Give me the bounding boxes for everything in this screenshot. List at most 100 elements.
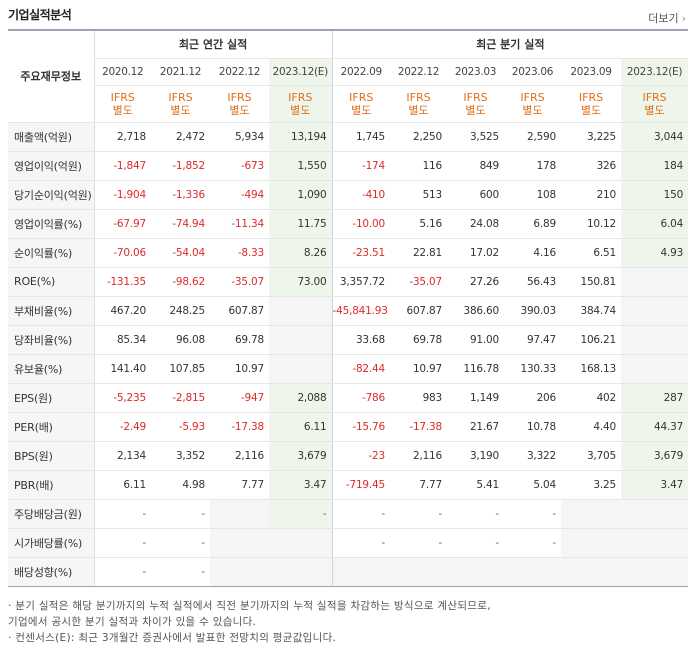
value-cell: 5.04 xyxy=(504,470,562,500)
accounting-standard: IFRS 별도 xyxy=(94,85,151,123)
separate-label: 별도 xyxy=(408,103,429,117)
value-cell: -45,841.93 xyxy=(331,295,391,326)
value-cell xyxy=(331,557,391,587)
period-header: 2023.06 xyxy=(504,58,562,86)
ifrs-label: IFRS xyxy=(406,90,431,104)
value-cell: 56.43 xyxy=(504,267,562,297)
value-cell: - xyxy=(390,499,448,529)
value-cell: 6.51 xyxy=(561,238,622,268)
table-row: BPS(원) 2,134 3,352 2,116 3,679 -23 2,116 3,190 3… xyxy=(8,441,689,471)
value-cell: - xyxy=(94,528,151,558)
value-cell xyxy=(504,557,562,587)
value-cell: -17.38 xyxy=(210,412,269,442)
value-cell: 3.25 xyxy=(561,470,622,500)
period-header: 2020.12 xyxy=(94,58,151,86)
row-label: 당기순이익(억원) xyxy=(8,180,95,210)
value-cell: 206 xyxy=(504,382,562,413)
row-label: EPS(원) xyxy=(8,382,95,413)
period-header: 2022.12 xyxy=(210,58,269,86)
quarter-group-header: 최근 분기 실적 xyxy=(331,29,689,59)
value-cell: - xyxy=(447,528,505,558)
separate-label: 별도 xyxy=(229,103,250,117)
value-cell: 8.26 xyxy=(269,238,333,268)
value-cell: 141.40 xyxy=(94,354,151,384)
section-title: 기업실적분석 xyxy=(8,8,72,22)
value-cell: 150.81 xyxy=(561,267,622,297)
value-cell: 178 xyxy=(504,151,562,181)
row-label: 부채비율(%) xyxy=(8,295,95,326)
value-cell xyxy=(561,528,622,558)
value-cell: 106.21 xyxy=(561,325,622,355)
ifrs-label: IFRS xyxy=(349,90,374,104)
value-cell: -673 xyxy=(210,151,269,181)
more-link[interactable]: 더보기 › xyxy=(648,10,686,26)
accounting-standard: IFRS 별도 xyxy=(151,85,210,123)
value-cell: 4.16 xyxy=(504,238,562,268)
ifrs-label: IFRS xyxy=(227,90,252,104)
value-cell xyxy=(210,528,269,558)
value-cell xyxy=(269,325,333,355)
value-cell: -174 xyxy=(331,151,391,181)
row-label: PBR(배) xyxy=(8,470,95,500)
value-cell: 24.08 xyxy=(447,208,505,239)
table-row: 유보율(%) 141.40 107.85 10.97 -82.44 10.97 116.78… xyxy=(8,354,689,384)
value-cell: -2,815 xyxy=(151,382,210,413)
value-cell xyxy=(621,528,689,558)
value-cell: 2,116 xyxy=(390,441,448,471)
value-cell: 3.47 xyxy=(621,470,689,500)
value-cell: -5,235 xyxy=(94,382,151,413)
value-cell: 184 xyxy=(621,151,689,181)
value-cell: 1,550 xyxy=(269,151,333,181)
header-label-col: 주요재무정보 xyxy=(8,29,95,123)
value-cell: -947 xyxy=(210,382,269,413)
value-cell: 2,250 xyxy=(390,122,448,152)
value-cell: 21.67 xyxy=(447,412,505,442)
value-cell: -131.35 xyxy=(94,267,151,297)
more-label[interactable]: 더보기 xyxy=(648,12,679,25)
value-cell xyxy=(210,499,269,529)
value-cell: - xyxy=(269,499,333,529)
value-cell: 3,322 xyxy=(504,441,562,471)
value-cell: - xyxy=(504,528,562,558)
value-cell: 3.47 xyxy=(269,470,333,500)
value-cell: 3,705 xyxy=(561,441,622,471)
value-cell xyxy=(561,499,622,529)
financial-table: 주요재무정보 최근 연간 실적 최근 분기 실적 2020.12 2021.12 2… xyxy=(8,29,689,587)
value-cell: 5.41 xyxy=(447,470,505,500)
value-cell: 27.26 xyxy=(447,267,505,297)
value-cell: -67.97 xyxy=(94,208,151,239)
value-cell xyxy=(210,557,269,587)
value-cell: 2,472 xyxy=(151,122,210,152)
ifrs-label: IFRS xyxy=(463,90,488,104)
value-cell: 10.78 xyxy=(504,412,562,442)
table-row: 배당성향(%) - - xyxy=(8,557,689,587)
value-cell: 150 xyxy=(621,180,689,210)
row-label: PER(배) xyxy=(8,412,95,442)
value-cell: 107.85 xyxy=(151,354,210,384)
value-cell: 10.97 xyxy=(390,354,448,384)
value-cell: -54.04 xyxy=(151,238,210,268)
value-cell: 1,090 xyxy=(269,180,333,210)
table-row: 매출액(억원) 2,718 2,472 5,934 13,194 1,745 2,250 3,… xyxy=(8,122,689,152)
value-cell: 3,679 xyxy=(269,441,333,471)
value-cell: 11.75 xyxy=(269,208,333,239)
value-cell: 7.77 xyxy=(210,470,269,500)
table-row: ROE(%) -131.35 -98.62 -35.07 73.00 3,357.72 -3… xyxy=(8,267,689,297)
value-cell: -23 xyxy=(331,441,391,471)
value-cell: - xyxy=(151,557,210,587)
period-header: 2023.12(E) xyxy=(621,58,689,86)
value-cell: - xyxy=(151,528,210,558)
value-cell: -23.51 xyxy=(331,238,391,268)
table-row: 부채비율(%) 467.20 248.25 607.87 -45,841.93 607.8… xyxy=(8,295,689,326)
value-cell: - xyxy=(151,499,210,529)
value-cell: 6.04 xyxy=(621,208,689,239)
value-cell: 4.98 xyxy=(151,470,210,500)
value-cell: 130.33 xyxy=(504,354,562,384)
value-cell: 402 xyxy=(561,382,622,413)
value-cell xyxy=(621,295,689,326)
value-cell: 4.93 xyxy=(621,238,689,268)
separate-label: 별도 xyxy=(465,103,486,117)
accounting-standard: IFRS 별도 xyxy=(331,85,391,123)
value-cell: 600 xyxy=(447,180,505,210)
value-cell: 97.47 xyxy=(504,325,562,355)
